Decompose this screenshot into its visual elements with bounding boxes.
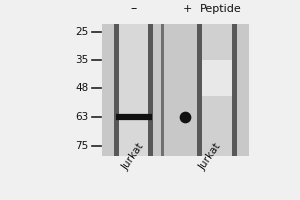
Bar [114, 24, 153, 156]
Bar [160, 24, 164, 156]
Text: –: – [130, 2, 136, 16]
Bar [232, 24, 237, 156]
Bar [102, 24, 249, 156]
Bar [196, 24, 202, 156]
Point [182, 81, 187, 85]
Bar [196, 24, 237, 156]
Bar [202, 24, 232, 156]
Text: Peptide: Peptide [200, 4, 241, 14]
Bar [148, 24, 153, 156]
Text: 75: 75 [75, 141, 88, 151]
Text: Jurkat: Jurkat [197, 141, 223, 172]
Bar [202, 60, 232, 96]
Text: 63: 63 [75, 112, 88, 122]
Text: +: + [183, 4, 192, 14]
Text: 35: 35 [75, 55, 88, 65]
Text: Jurkat: Jurkat [121, 141, 146, 172]
Text: 48: 48 [75, 83, 88, 93]
Bar [119, 24, 148, 156]
Bar [114, 24, 119, 156]
Text: 25: 25 [75, 27, 88, 37]
